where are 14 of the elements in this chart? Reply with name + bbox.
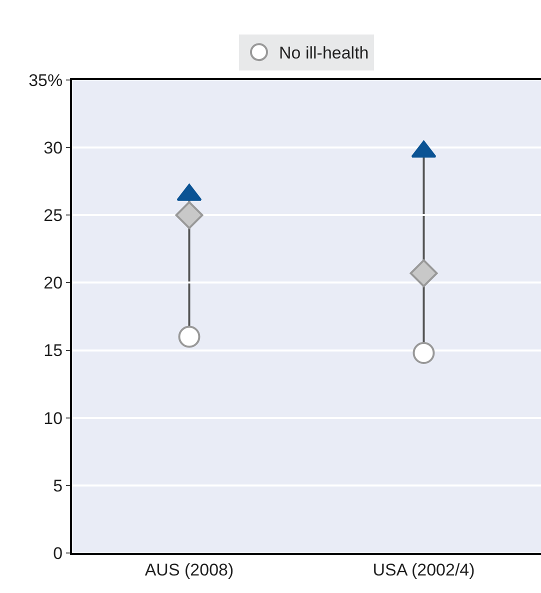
point — [410, 259, 438, 288]
point — [178, 326, 200, 348]
y-tick-label: 15 — [44, 341, 63, 360]
y-tick-label: 5 — [53, 476, 63, 496]
y-tick-label: 35% — [28, 70, 63, 90]
point — [412, 342, 435, 364]
legend-label: No ill-health — [279, 44, 369, 63]
y-tick-label: 25 — [44, 206, 63, 226]
y-tick-label: 20 — [44, 274, 63, 293]
y-tick-label: 30 — [44, 138, 63, 158]
x-tick-label: AUS (2008) — [144, 560, 234, 580]
y-tick-label: 10 — [44, 408, 63, 428]
x-tick-label: USA (2002/4) — [372, 560, 475, 580]
y-tick-label: 0 — [53, 544, 63, 563]
